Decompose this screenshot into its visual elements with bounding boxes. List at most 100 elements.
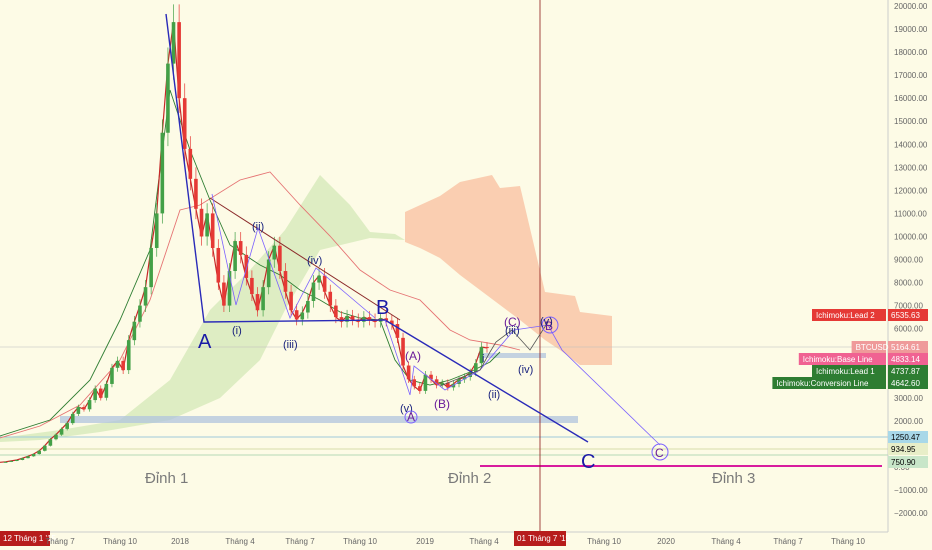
price-tag-label: Ichimoku:Lead 1 [816,367,875,376]
candle-body [479,347,484,364]
candle-body [14,459,19,461]
support-zone [60,416,578,423]
ichimoku-cloud [0,175,612,442]
wave-label-B-paren: (B) [434,397,450,411]
annotation-dinh-1: Đỉnh 1 [145,470,188,487]
candle-body [272,245,277,260]
price-tag-value: 1250.47 [891,433,920,442]
candle-body [266,259,271,288]
time-range-label-left-text: 12 Tháng 1 '15 [3,534,57,543]
candle-body [65,423,69,429]
candle-body [362,317,366,322]
wave-label-B-circle: B [545,319,553,333]
y-tick-label: −2000.00 [894,509,928,518]
candle-body [367,317,372,320]
price-tag: 750.90 [888,456,928,468]
y-tick-label: 11000.00 [894,209,927,218]
candle-body [423,374,428,391]
x-tick-label: Tháng 10 [587,537,621,546]
x-tick-label: Tháng 7 [45,537,75,546]
annotation-dinh-2: Đỉnh 2 [448,470,491,487]
candle-body [42,445,47,451]
price-tag-value: 4737.87 [891,367,920,376]
candle-body [255,294,260,311]
candle-body [98,388,103,398]
y-tick-label: 12000.00 [894,186,928,195]
candle-body [468,372,473,378]
x-tick-label: Tháng 7 [285,537,315,546]
candle-body [188,148,193,179]
ichimoku-base-line [0,171,521,439]
price-tag: 1250.47 [888,431,928,443]
x-tick-label: 2018 [171,537,189,546]
y-tick-label: 15000.00 [894,117,928,126]
candle-body [194,178,198,209]
cloud-green-early [0,175,405,442]
price-tag-value: 934.95 [891,445,916,454]
time-axis[interactable]: 12 Tháng 1 '15 01 Tháng 7 '19 Tháng 7 Thá… [0,531,932,550]
wave-label-A-circle: A [407,410,415,424]
candle-body [182,98,187,149]
price-tag-label: BTCUSD [856,343,889,352]
candle-body [261,287,265,311]
candle-body [216,247,221,283]
price-tag-label: Ichimoku:Base Line [803,355,873,364]
candle-body [328,291,333,306]
price-tag: 934.95 [888,443,928,455]
candle-body [199,208,204,237]
y-tick-label: 7000.00 [894,302,923,311]
candle-body [418,386,422,391]
candle-body [322,275,327,292]
candle-body [339,317,344,322]
candle-body [143,287,148,306]
elliott-wave-lines [165,13,661,446]
candle-body [132,321,137,341]
wave-label-i-small: i [482,353,484,365]
y-tick-label: 8000.00 [894,279,923,288]
y-tick-label: −1000.00 [894,486,928,495]
x-tick-label: Tháng 10 [343,537,377,546]
price-tag-label: Ichimoku:Conversion Line [776,379,869,388]
candle-body [440,382,445,386]
price-tag-value: 4642.60 [891,379,920,388]
wave-label-C-paren: (C) [504,315,521,329]
y-tick-label: 14000.00 [894,140,928,149]
candle-body [210,213,215,248]
candle-body [205,213,209,237]
candle-body [87,400,92,410]
wave-label-A-paren: (A) [405,349,421,363]
price-tag-value: 750.90 [891,458,916,467]
plot-area[interactable] [0,0,888,532]
price-tag: 4737.87 Ichimoku:Lead 1 [812,365,928,377]
wave-recent [439,321,549,387]
crosshair-time-label [514,531,566,546]
candle-body [345,315,349,322]
wave-circle-C [651,443,669,461]
candle-body [20,458,25,460]
candle-body [121,360,125,371]
candle-body [283,271,288,292]
candle-body [390,320,394,325]
candle-body [317,275,321,283]
wave-subwave [211,193,376,319]
candle-body [110,367,114,384]
wave-labels: A B C (i) (ii) (iii) (iv) (v) (A) (B) (C… [198,221,669,473]
wave-label-iii-recent: (iii) [505,325,520,337]
wave-circle-B [541,316,559,334]
x-tick-label: Tháng 4 [469,537,499,546]
price-tag-label: Ichimoku:Lead 2 [816,311,875,320]
price-series-line [0,22,488,463]
candle-body [48,439,53,446]
candle-body [54,434,58,440]
wave-label-ii: (ii) [252,221,264,233]
candle-body [395,324,400,338]
candle-body [149,247,153,288]
y-tick-label: 20000.00 [894,2,928,11]
candle-body [238,241,243,255]
candle-body [462,377,467,380]
candle-body [429,374,433,380]
x-tick-label: Tháng 10 [103,537,137,546]
candle-body [401,337,405,366]
candle-body [115,360,120,368]
